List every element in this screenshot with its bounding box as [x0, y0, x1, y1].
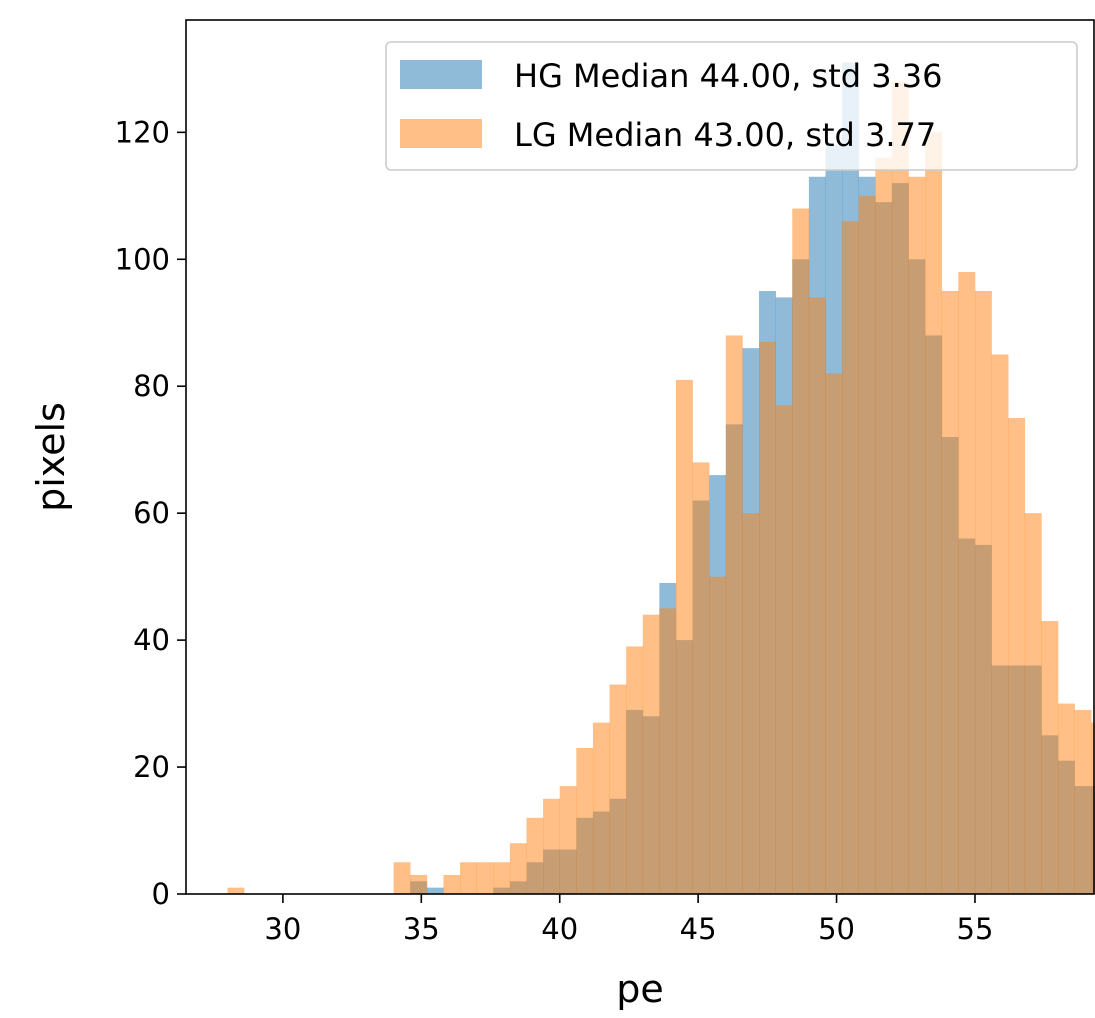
series-1-bar — [1041, 621, 1059, 894]
legend-swatch-hg — [400, 60, 482, 89]
y-tick-label: 0 — [152, 877, 170, 911]
series-1-bar — [509, 843, 527, 894]
series-1-bar — [410, 874, 428, 894]
series-1-bar — [908, 176, 926, 894]
series-1-bar — [443, 874, 461, 894]
x-tick-label: 30 — [264, 912, 301, 946]
series-1-bar — [958, 271, 976, 895]
legend-label-lg: LG Median 43.00, std 3.77 — [514, 116, 936, 154]
y-tick-label: 120 — [115, 115, 170, 149]
series-0-bar — [426, 887, 444, 894]
series-1-bar — [775, 405, 793, 894]
series-1-bar — [725, 335, 743, 894]
series-1-bar — [592, 722, 610, 894]
x-tick-label: 50 — [818, 912, 855, 946]
series-1-bar — [858, 195, 876, 894]
series-1-bar — [1074, 709, 1092, 894]
series-1-bar — [808, 297, 826, 894]
x-tick-label: 35 — [403, 912, 440, 946]
x-tick-label: 55 — [957, 912, 994, 946]
series-1-bar — [759, 341, 776, 894]
series-1-bar — [842, 221, 859, 894]
series-1-bar — [991, 354, 1009, 894]
x-axis-ticks: 30 35 40 45 50 55 — [264, 894, 993, 946]
series-1-bar — [626, 646, 644, 894]
series-1-bar — [476, 862, 494, 894]
series-1-bar — [526, 817, 544, 894]
series-1-bar — [891, 81, 909, 894]
y-tick-label: 40 — [133, 623, 170, 657]
y-tick-label: 20 — [133, 750, 170, 784]
series-1-bar — [792, 208, 810, 894]
series-1-bar — [875, 157, 893, 895]
series-1-bar — [642, 614, 660, 894]
series-1-bar — [1058, 703, 1075, 894]
series-1-bar — [1008, 417, 1026, 894]
y-tick-label: 100 — [115, 242, 170, 276]
series-1-bar — [1091, 722, 1095, 894]
series-1-bar — [559, 786, 577, 894]
series-1-bar — [974, 291, 992, 894]
legend-label-hg: HG Median 44.00, std 3.36 — [514, 57, 943, 95]
series-1-bar — [460, 862, 477, 894]
series-1-bar — [742, 513, 760, 894]
x-axis-label: pe — [616, 967, 664, 1011]
series-1-bar — [227, 887, 245, 894]
x-tick-label: 45 — [680, 912, 717, 946]
series-1-bar — [609, 684, 627, 894]
legend-swatch-lg — [400, 119, 482, 148]
series-1-bar — [493, 862, 511, 894]
y-tick-label: 80 — [133, 369, 170, 403]
y-axis-ticks: 0 20 40 60 80 100 120 — [115, 115, 186, 911]
series-1-bar — [576, 748, 594, 894]
histogram-bars — [227, 62, 1095, 895]
series-1-bar — [1024, 513, 1042, 894]
series-1-bar — [659, 608, 677, 894]
series-1-bar — [709, 576, 727, 894]
series-1-bar — [393, 862, 411, 894]
axes-frame — [185, 19, 1095, 895]
series-1-bar — [692, 462, 710, 894]
series-1-bar — [825, 373, 843, 894]
series-1-bar — [941, 291, 959, 894]
y-tick-label: 60 — [133, 496, 170, 530]
y-axis-label: pixels — [29, 402, 73, 512]
legend-box — [385, 41, 1078, 171]
series-1-bar — [925, 132, 943, 895]
x-tick-label: 40 — [541, 912, 578, 946]
series-1-bar — [543, 798, 561, 894]
series-1-bar — [675, 379, 693, 894]
legend: HG Median 44.00, std 3.36 LG Median 43.0… — [385, 41, 1078, 171]
series-1-bars — [227, 81, 1095, 895]
